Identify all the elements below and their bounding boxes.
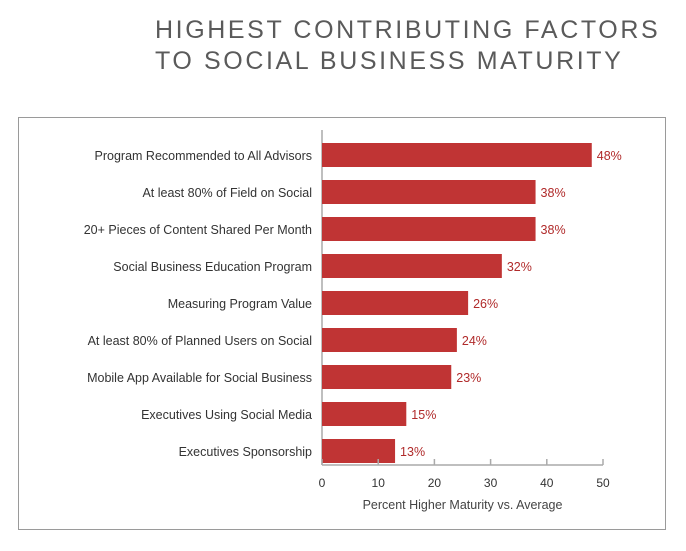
bar — [322, 402, 407, 426]
x-tick-label: 10 — [372, 476, 386, 490]
bar — [322, 217, 536, 241]
chart-title-line-1: HIGHEST CONTRIBUTING FACTORS — [155, 16, 661, 44]
chart-title-line-2: TO SOCIAL BUSINESS MATURITY — [155, 47, 624, 75]
category-label: At least 80% of Field on Social — [142, 186, 312, 200]
category-label: 20+ Pieces of Content Shared Per Month — [84, 223, 312, 237]
bar — [322, 291, 469, 315]
bar — [322, 365, 452, 389]
data-label: 48% — [597, 149, 622, 163]
bar — [322, 439, 396, 463]
data-label: 23% — [456, 371, 481, 385]
x-tick-label: 20 — [428, 476, 442, 490]
chart-frame — [18, 117, 666, 530]
category-label: Program Recommended to All Advisors — [95, 149, 312, 163]
data-label: 15% — [411, 408, 436, 422]
data-label: 13% — [400, 445, 425, 459]
data-label: 32% — [507, 260, 532, 274]
data-label: 38% — [541, 223, 566, 237]
category-label: At least 80% of Planned Users on Social — [88, 334, 312, 348]
bar — [322, 180, 536, 204]
bar — [322, 143, 592, 167]
category-label: Social Business Education Program — [113, 260, 312, 274]
data-label: 26% — [473, 297, 498, 311]
bar — [322, 254, 502, 278]
category-label: Executives Using Social Media — [141, 408, 312, 422]
data-label: 38% — [541, 186, 566, 200]
category-label: Executives Sponsorship — [179, 445, 312, 459]
x-tick-label: 0 — [319, 476, 326, 490]
category-label: Measuring Program Value — [168, 297, 312, 311]
x-tick-label: 40 — [540, 476, 554, 490]
x-axis-title: Percent Higher Maturity vs. Average — [363, 498, 563, 512]
x-tick-label: 30 — [484, 476, 498, 490]
data-label: 24% — [462, 334, 487, 348]
x-tick-label: 50 — [596, 476, 610, 490]
bar — [322, 328, 457, 352]
category-label: Mobile App Available for Social Business — [87, 371, 312, 385]
